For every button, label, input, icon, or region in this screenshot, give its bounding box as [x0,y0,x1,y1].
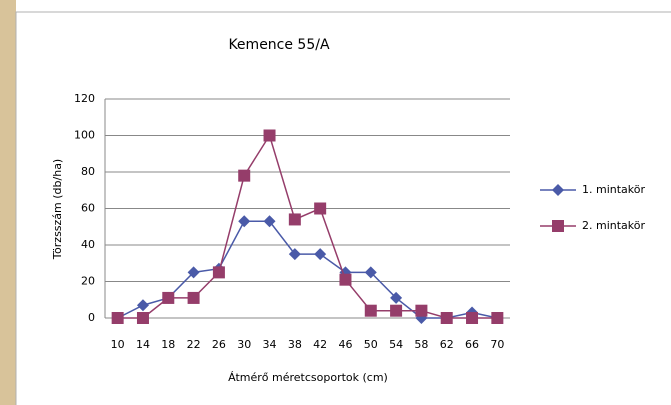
data-point [390,291,403,304]
x-tick-label: 66 [465,338,479,351]
data-point [136,312,149,324]
x-tick-label: 18 [161,338,175,351]
legend-marker [552,220,564,232]
y-tick-label: 20 [81,275,95,288]
x-tick-label: 42 [313,338,327,351]
data-point [212,266,225,279]
x-tick-label: 34 [263,338,277,351]
x-tick-label: 46 [338,338,352,351]
x-tick-label: 50 [364,338,378,351]
data-point [415,304,428,317]
y-tick-label: 40 [81,238,95,251]
background-strip [0,0,16,405]
data-point [288,248,301,261]
x-tick-label: 26 [212,338,226,351]
x-tick-label: 70 [490,338,504,351]
data-point [339,273,352,286]
data-point [187,266,200,279]
x-tick-label: 58 [414,338,428,351]
data-point [136,299,149,312]
x-axis-title: Átmérő méretcsoportok (cm) [228,371,388,384]
x-tick-label: 14 [136,338,150,351]
data-point [491,312,504,324]
data-point [364,266,377,279]
y-tick-label: 120 [74,92,95,105]
data-point [162,291,175,304]
data-point [314,202,327,215]
x-tick-label: 30 [237,338,251,351]
data-point [263,215,276,228]
data-point [263,129,276,142]
data-point [111,312,124,324]
x-tick-label: 10 [111,338,125,351]
legend-label: 1. mintakör [582,183,645,196]
x-tick-label: 22 [187,338,201,351]
y-tick-label: 100 [74,129,95,142]
series-line [117,133,498,319]
data-point [238,215,251,228]
x-tick-label: 38 [288,338,302,351]
y-tick-label: 60 [81,202,95,215]
data-point [440,312,453,324]
data-point [288,213,301,226]
y-tick-label: 0 [88,311,95,324]
y-axis-title: Törzsszám (db/ha) [51,159,64,260]
x-tick-label: 54 [389,338,403,351]
data-point [314,248,327,261]
data-point [390,304,403,317]
x-tick-label: 62 [440,338,454,351]
chart-title: Kemence 55/A [228,37,330,53]
series-line [117,220,498,319]
data-point [238,169,251,182]
legend-marker [552,184,564,196]
data-point [187,291,200,304]
legend-label: 2. mintakör [582,219,645,232]
y-tick-label: 80 [81,165,95,178]
data-point [364,304,377,317]
data-point [466,312,479,324]
